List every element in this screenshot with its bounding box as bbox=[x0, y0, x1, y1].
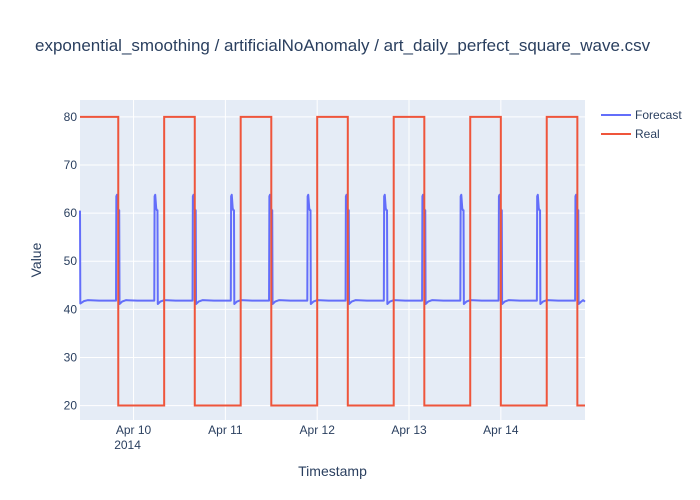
x-tick-label: Apr 10 bbox=[116, 423, 152, 437]
x-tick-label: Apr 13 bbox=[391, 423, 427, 437]
y-tick-label: 70 bbox=[64, 158, 78, 172]
x-tick-label: Apr 11 bbox=[208, 423, 243, 437]
legend-item-real[interactable]: Real bbox=[601, 127, 660, 141]
series-line-real bbox=[80, 115, 585, 407]
plot-background bbox=[80, 100, 585, 420]
legend-label-real: Real bbox=[635, 127, 660, 141]
chart-title: exponential_smoothing / artificialNoAnom… bbox=[35, 36, 651, 55]
legend-item-forecast[interactable]: Forecast bbox=[601, 108, 682, 122]
series-line-forecast bbox=[79, 193, 586, 306]
y-tick-label: 80 bbox=[64, 110, 78, 124]
y-axis-title: Value bbox=[28, 242, 44, 277]
x-axis-title: Timestamp bbox=[298, 463, 367, 479]
y-axis: 20 30 40 50 60 70 80 bbox=[64, 110, 78, 413]
y-tick-label: 60 bbox=[64, 206, 78, 220]
legend-label-forecast: Forecast bbox=[635, 108, 682, 122]
y-tick-label: 30 bbox=[64, 350, 78, 364]
y-tick-label: 40 bbox=[64, 302, 78, 316]
legend: Forecast Real bbox=[601, 108, 682, 141]
x-tick-sublabel: 2014 bbox=[114, 438, 141, 452]
y-tick-label: 50 bbox=[64, 254, 78, 268]
x-tick-label: Apr 12 bbox=[300, 423, 336, 437]
plot-area bbox=[79, 115, 586, 407]
x-tick-label: Apr 14 bbox=[483, 423, 519, 437]
y-tick-label: 20 bbox=[64, 399, 78, 413]
